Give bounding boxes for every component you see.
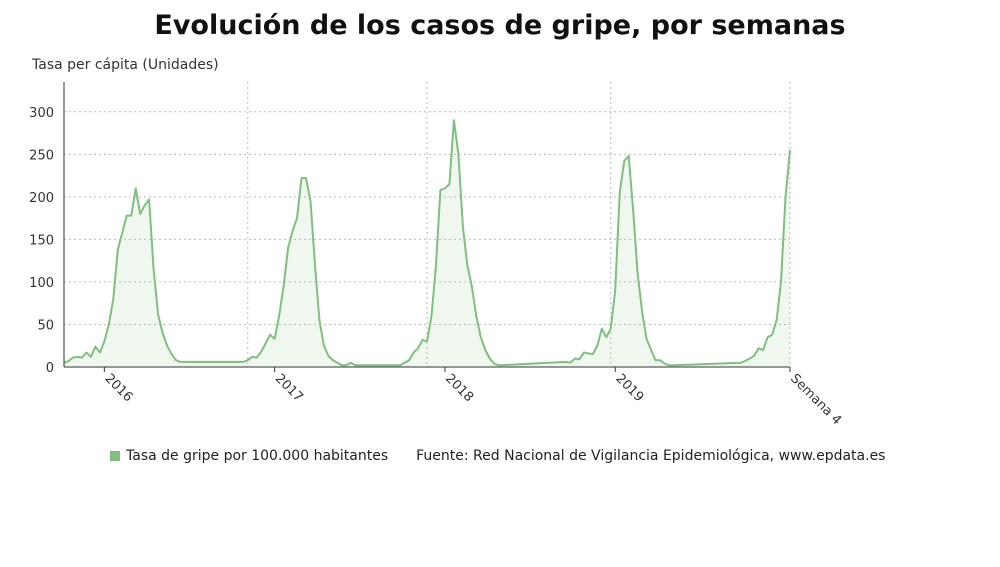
grid-lines [64, 82, 791, 367]
y-tick-label: 50 [37, 318, 54, 333]
flu-rate-chart: 0 50 100 150 200 250 300 2016 2017 2018 2019 Seman… [29, 82, 845, 428]
y-tick-label: 100 [29, 276, 54, 291]
y-tick-label: 150 [29, 233, 54, 248]
x-tick-label: 2016 [102, 371, 136, 405]
x-tick-label: 2018 [442, 371, 476, 405]
y-tick-label: 300 [29, 106, 54, 121]
source-note: Fuente: Red Nacional de Vigilancia Epide… [416, 448, 886, 464]
legend: Tasa de gripe por 100.000 habitantes Fue… [110, 448, 885, 464]
chart-title: Evolución de los casos de gripe, por sem… [154, 10, 846, 41]
x-tick-label: Semana 4 [787, 371, 844, 428]
y-axis-label: Tasa per cápita (Unidades) [32, 57, 219, 73]
y-tick-label: 250 [29, 148, 54, 163]
series-fill [64, 120, 790, 367]
series-area [63, 119, 791, 367]
y-tick-label: 200 [29, 191, 54, 206]
series-line [63, 119, 791, 367]
legend-series-label: Tasa de gripe por 100.000 habitantes [126, 448, 389, 464]
y-tick-label: 0 [46, 361, 54, 376]
x-tick-label: 2019 [612, 371, 646, 405]
x-tick-labels: 2016 2017 2018 2019 Semana 4 [102, 371, 845, 428]
y-tick-labels: 0 50 100 150 200 250 300 [29, 106, 54, 376]
axes [63, 82, 791, 372]
legend-swatch [110, 451, 120, 461]
x-tick-label: 2017 [272, 371, 306, 405]
